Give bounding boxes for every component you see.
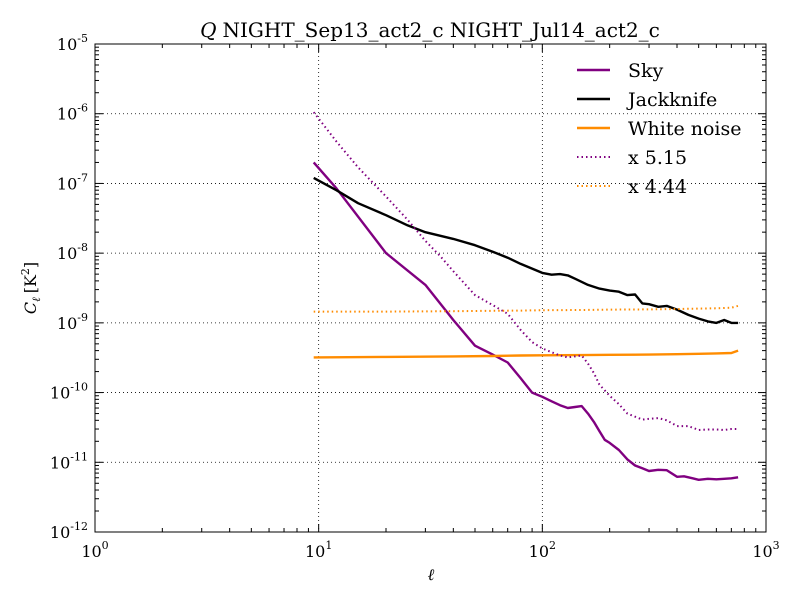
y-tick-label: 10-9 <box>57 311 88 333</box>
x-tick-label: 102 <box>529 539 556 561</box>
y-tick-base: 10 <box>50 453 70 472</box>
y-tick-base: 10 <box>57 244 77 263</box>
y-axis-label-units: [K <box>21 274 40 293</box>
y-axis-label: Cℓ [K2] <box>19 262 43 314</box>
legend: Sky Jackknife White noise x 5.15 x 4.44 <box>577 60 742 198</box>
legend-label: Sky <box>628 60 664 82</box>
y-tick-exponent: -6 <box>77 102 88 115</box>
x-tick-exponent: 3 <box>773 539 780 552</box>
chart-title: Q NIGHT_Sep13_act2_c NIGHT_Jul14_act2_c <box>200 18 660 42</box>
y-axis-label-units-exp: 2 <box>19 268 32 275</box>
y-tick-label: 10-5 <box>57 32 88 54</box>
x-tick-base: 10 <box>81 542 101 561</box>
series-line-2 <box>313 349 739 359</box>
y-tick-exponent: -8 <box>77 241 88 254</box>
y-axis-label-subscript: ℓ <box>30 297 43 302</box>
x-tick-base: 10 <box>752 542 772 561</box>
x-tick-exponent: 2 <box>549 539 556 552</box>
series-layer <box>312 111 739 481</box>
y-tick-label: 10-10 <box>50 381 88 403</box>
y-tick-exponent: -9 <box>77 311 88 324</box>
x-tick-label: 100 <box>81 539 108 561</box>
y-tick-exponent: -5 <box>77 32 88 45</box>
x-tick-label: 101 <box>305 539 332 561</box>
y-tick-label: 10-6 <box>57 102 88 124</box>
y-tick-exponent: -10 <box>70 381 88 394</box>
x-axis-label: ℓ <box>428 565 435 584</box>
y-tick-exponent: -12 <box>70 520 88 533</box>
x-tick-base: 10 <box>305 542 325 561</box>
y-tick-base: 10 <box>57 174 77 193</box>
y-tick-label: 10-11 <box>50 450 88 472</box>
y-tick-label: 10-7 <box>57 171 88 193</box>
y-axis-label-symbol: C <box>21 302 40 314</box>
y-tick-base: 10 <box>50 384 70 403</box>
legend-label: x 5.15 <box>628 147 687 169</box>
legend-label: White noise <box>628 118 742 140</box>
series-line-3 <box>312 111 739 431</box>
series-line-0 <box>312 161 739 481</box>
y-tick-base: 10 <box>57 314 77 333</box>
x-tick-label: 103 <box>752 539 779 561</box>
y-tick-exponent: -11 <box>70 450 88 463</box>
y-tick-label: 10-12 <box>50 520 88 542</box>
y-axis-label-units-close: ] <box>21 262 40 268</box>
x-tick-labels: 100 101 102 103 <box>81 539 779 561</box>
x-tick-exponent: 0 <box>102 539 109 552</box>
legend-label: Jackknife <box>626 89 717 111</box>
x-tick-exponent: 1 <box>325 539 332 552</box>
y-tick-base: 10 <box>50 523 70 542</box>
x-tick-base: 10 <box>529 542 549 561</box>
y-tick-exponent: -7 <box>77 171 88 184</box>
plot-frame <box>94 43 767 533</box>
grid-layer <box>95 44 766 532</box>
title-prefix: Q <box>200 18 216 42</box>
y-tick-label: 10-8 <box>57 241 88 263</box>
legend-label: x 4.44 <box>628 176 687 198</box>
y-tick-base: 10 <box>57 105 77 124</box>
title-text: NIGHT_Sep13_act2_c NIGHT_Jul14_act2_c <box>223 18 660 42</box>
tick-layer <box>94 43 767 533</box>
series-line-1 <box>313 176 739 325</box>
y-tick-base: 10 <box>57 35 77 54</box>
